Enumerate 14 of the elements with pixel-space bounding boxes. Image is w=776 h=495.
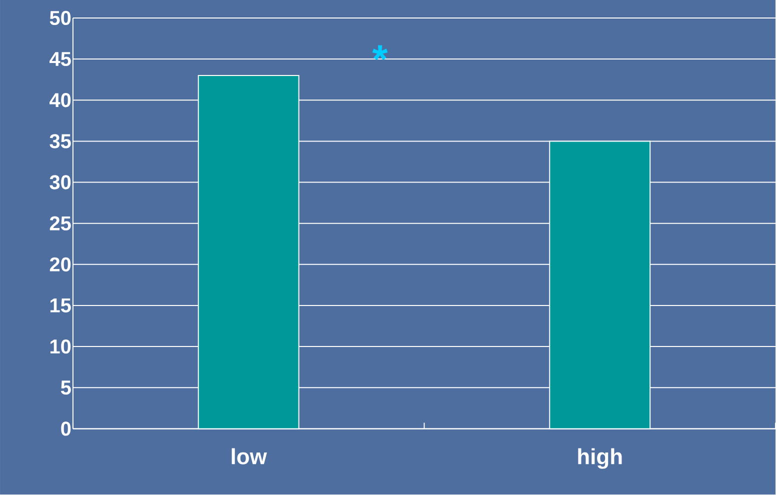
x-tick-label: high [578, 448, 622, 469]
y-tick-label: 30 [50, 175, 71, 190]
y-tick-label: 45 [50, 52, 71, 66]
y-tick-label: 50 [50, 11, 71, 26]
annotation: * [372, 45, 388, 60]
y-tick-label: 40 [50, 93, 71, 108]
y-tick-label: 20 [50, 258, 71, 272]
y-tick-label: 35 [50, 134, 71, 148]
y-tick-label: 0 [61, 422, 71, 436]
x-tick-label: low [232, 448, 267, 465]
y-tick-label: 15 [50, 298, 71, 313]
y-tick-label: 5 [60, 380, 71, 395]
y-tick-label: 10 [50, 340, 71, 354]
y-tick-label: 25 [50, 216, 71, 231]
